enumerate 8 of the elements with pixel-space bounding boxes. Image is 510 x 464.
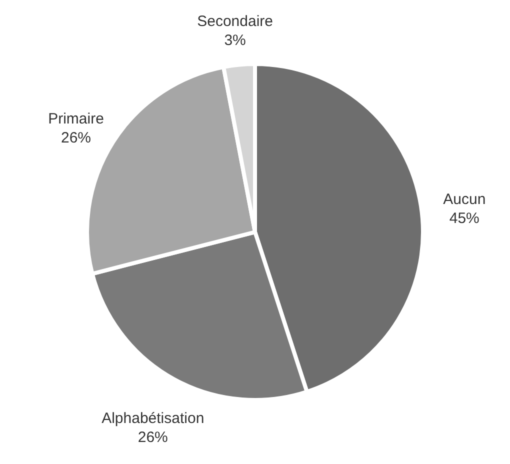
data-label: 26% — [60, 129, 92, 146]
data-label: 3% — [224, 32, 246, 49]
data-label: 45% — [449, 210, 480, 227]
slice-label: Aucun — [443, 190, 486, 208]
slice-label: Primaire — [48, 110, 104, 128]
slice-label: Secondaire — [197, 12, 273, 30]
slice-label: Alphabétisation — [102, 410, 204, 427]
data-label: 26% — [138, 428, 168, 446]
